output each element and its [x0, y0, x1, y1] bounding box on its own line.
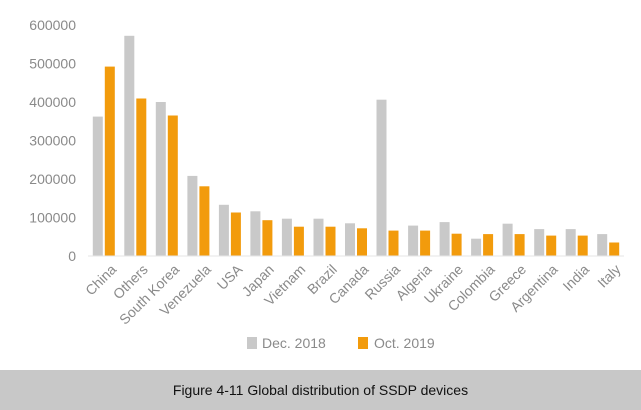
bar-colombia-oct-2019: [483, 234, 494, 256]
bar-chart: 0 100000 200000 300000 400000 500000 600000 Ch…: [29, 17, 624, 351]
x-tick-label: India: [559, 261, 592, 294]
bar-colombia-dec-2018: [471, 238, 482, 256]
bar-south-korea-oct-2019: [167, 115, 178, 256]
y-tick-label: 0: [68, 248, 76, 264]
bar-canada-dec-2018: [345, 223, 355, 256]
figure-caption-bar: Figure 4-11 Global distribution of SSDP …: [0, 370, 641, 410]
figure-caption: Figure 4-11 Global distribution of SSDP …: [172, 382, 469, 398]
bar-usa-oct-2019: [230, 212, 241, 256]
bar-vietnam-dec-2018: [281, 218, 292, 256]
bar-argentina-oct-2019: [546, 235, 557, 256]
bar-japan-dec-2018: [250, 211, 261, 256]
bar-china-dec-2018: [92, 116, 103, 256]
bar-ukraine-oct-2019: [451, 233, 462, 256]
bar-india-dec-2018: [565, 229, 576, 256]
bar-algeria-dec-2018: [408, 225, 419, 256]
bar-brazil-oct-2019: [325, 226, 336, 256]
bar-venezuela-oct-2019: [199, 186, 210, 256]
bar-japan-oct-2019: [262, 220, 273, 256]
y-tick-label: 300000: [29, 133, 76, 149]
bar-greece-oct-2019: [514, 234, 525, 256]
bar-series: [92, 35, 620, 256]
y-tick-label: 100000: [29, 210, 76, 226]
bar-south-korea-dec-2018: [155, 102, 166, 256]
bar-india-oct-2019: [577, 235, 588, 256]
bar-algeria-oct-2019: [420, 230, 431, 256]
bar-canada-oct-2019: [357, 228, 367, 256]
y-tick-label: 600000: [29, 17, 76, 33]
legend-swatch: [358, 337, 368, 349]
y-tick-label: 500000: [29, 56, 76, 72]
bar-china-oct-2019: [104, 66, 115, 256]
y-tick-label: 200000: [29, 171, 76, 187]
bar-brazil-dec-2018: [313, 218, 324, 256]
bar-venezuela-dec-2018: [187, 175, 198, 256]
bar-italy-dec-2018: [597, 234, 608, 256]
legend-label: Dec. 2018: [262, 335, 326, 351]
bar-others-dec-2018: [124, 35, 135, 256]
legend: Dec. 2018 Oct. 2019: [247, 335, 435, 351]
bar-vietnam-oct-2019: [293, 226, 304, 256]
bar-usa-dec-2018: [218, 204, 229, 256]
legend-label: Oct. 2019: [374, 335, 435, 351]
y-tick-label: 400000: [29, 94, 76, 110]
bar-greece-dec-2018: [502, 223, 513, 256]
x-tick-label: Italy: [594, 261, 623, 290]
bar-others-oct-2019: [136, 98, 147, 256]
bar-argentina-dec-2018: [534, 229, 545, 256]
bar-russia-dec-2018: [376, 99, 387, 256]
bar-italy-oct-2019: [609, 242, 620, 256]
legend-swatch: [247, 337, 257, 349]
bar-russia-oct-2019: [388, 230, 399, 256]
y-axis-ticks: 0 100000 200000 300000 400000 500000 600000: [29, 17, 76, 264]
bar-ukraine-dec-2018: [439, 222, 450, 256]
